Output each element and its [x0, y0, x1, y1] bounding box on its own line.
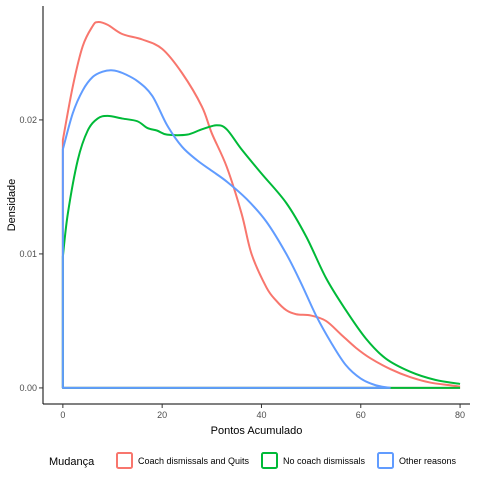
axes: 0 20 40 60 80 0.00 0.01 0.02 — [19, 6, 470, 420]
legend-label-2: Other reasons — [399, 456, 457, 466]
density-line-0 — [61, 21, 461, 389]
y-tick-label: 0.00 — [19, 383, 37, 393]
x-axis-title: Pontos Acumulado — [211, 425, 303, 437]
legend-label-0: Coach dismissals and Quits — [138, 456, 250, 466]
y-tick-label: 0.01 — [19, 249, 37, 259]
legend-key-0 — [116, 452, 133, 469]
legend-key-2 — [377, 452, 394, 469]
x-tick-label: 20 — [157, 410, 167, 420]
density-line-2 — [61, 69, 391, 389]
density-line-1 — [61, 114, 461, 389]
legend-title: Mudança — [49, 456, 95, 468]
x-tick-label: 0 — [60, 410, 65, 420]
legend-key-1 — [261, 452, 278, 469]
x-tick-label: 80 — [455, 410, 465, 420]
x-tick-label: 40 — [256, 410, 266, 420]
legend-label-1: No coach dismissals — [283, 456, 366, 466]
x-tick-label: 60 — [356, 410, 366, 420]
y-tick-label: 0.02 — [19, 115, 37, 125]
y-axis-title: Densidade — [6, 179, 18, 232]
plot-area — [61, 21, 461, 389]
legend: Mudança Coach dismissals and Quits No coa… — [49, 452, 457, 469]
